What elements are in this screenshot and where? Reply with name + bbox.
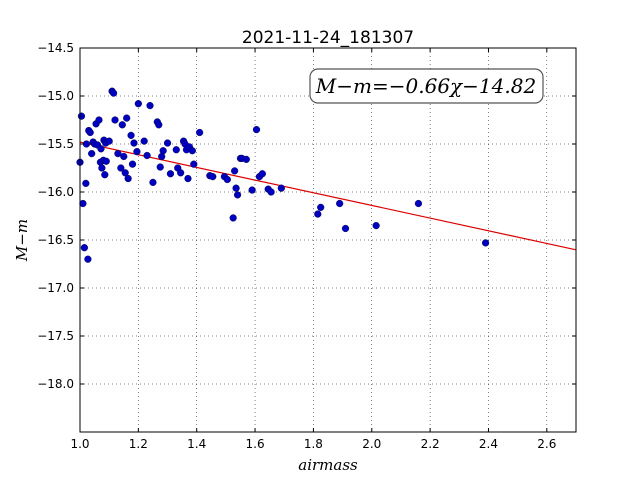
axis-ticks	[79, 47, 576, 432]
data-point	[172, 146, 180, 154]
data-point	[248, 186, 256, 194]
fit-equation-label: M−m=−0.66χ−14.82	[315, 74, 536, 98]
x-tick-label: 2.6	[537, 437, 556, 451]
data-point	[88, 150, 96, 158]
data-point	[209, 173, 217, 181]
x-tick-label: 2.2	[421, 437, 440, 451]
data-point	[188, 147, 196, 155]
data-point	[184, 174, 192, 183]
y-tick-label: −17.0	[37, 281, 74, 295]
x-tick-label: 1.4	[187, 437, 206, 451]
annotation-frame	[309, 68, 544, 104]
x-axis-label: airmass	[298, 456, 358, 474]
data-point	[101, 171, 109, 179]
data-point	[128, 160, 137, 168]
chart-title: 2021-11-24_181307	[242, 28, 414, 48]
data-point	[123, 114, 131, 122]
data-point	[127, 131, 135, 139]
y-tick-label: −15.0	[37, 89, 74, 103]
axis-tick-labels: 1.0 1.2 1.4 1.6 1.8 2.0 2.2 2.4 2.6 −14.5 −15.0 −15…	[37, 41, 556, 451]
x-tick-label: 1.8	[304, 437, 323, 451]
x-tick-label: 1.0	[70, 437, 89, 451]
data-point	[121, 169, 129, 177]
y-tick-label: −18.0	[37, 377, 74, 391]
y-tick-label: −14.5	[37, 41, 74, 55]
data-point	[109, 89, 118, 97]
y-axis-label: M−m	[13, 219, 31, 262]
data-point	[143, 151, 151, 160]
fit-line	[79, 141, 577, 251]
data-point	[190, 160, 198, 168]
data-point	[124, 174, 132, 183]
data-point	[267, 188, 275, 196]
data-point	[120, 152, 128, 161]
data-point	[82, 179, 90, 187]
y-tick-label: −17.5	[37, 329, 74, 343]
x-tick-label: 2.0	[362, 437, 381, 451]
data-point	[414, 199, 423, 208]
data-point	[114, 150, 122, 158]
x-tick-label: 1.2	[129, 437, 148, 451]
fit-line-group	[79, 141, 577, 251]
data-point	[196, 128, 204, 137]
data-point	[98, 164, 106, 172]
data-point	[146, 101, 154, 110]
data-point	[133, 148, 141, 156]
data-point	[341, 224, 350, 233]
data-point	[177, 169, 185, 177]
data-point	[314, 210, 322, 218]
data-point	[159, 147, 167, 155]
data-point	[149, 178, 157, 187]
data-point	[223, 175, 231, 184]
data-point	[481, 239, 490, 247]
data-point	[166, 170, 175, 178]
y-tick-label: −16.0	[37, 185, 74, 199]
x-tick-label: 2.4	[479, 437, 498, 451]
data-point	[258, 170, 266, 178]
data-point	[105, 137, 113, 145]
annotation-box: M−m=−0.66χ−14.82	[309, 68, 544, 104]
data-point	[118, 121, 126, 129]
data-point	[95, 116, 103, 124]
data-point	[140, 137, 148, 145]
y-tick-label: −16.5	[37, 233, 74, 247]
data-point	[233, 191, 242, 199]
data-point	[317, 203, 325, 211]
data-point	[156, 163, 164, 171]
data-point	[84, 255, 92, 263]
y-tick-label: −15.5	[37, 137, 74, 151]
data-points	[76, 87, 490, 263]
data-point	[102, 157, 110, 165]
data-point	[134, 100, 142, 108]
data-point	[336, 199, 344, 208]
data-point	[155, 121, 163, 129]
data-point	[77, 112, 86, 120]
data-point	[97, 145, 105, 153]
data-point	[163, 139, 172, 147]
data-point	[111, 116, 119, 124]
data-point	[277, 184, 285, 192]
x-tick-label: 1.6	[246, 437, 265, 451]
data-point	[372, 222, 380, 230]
data-point	[86, 128, 94, 137]
data-point	[82, 140, 91, 148]
data-point	[117, 164, 125, 172]
data-point	[231, 167, 239, 175]
data-point	[79, 199, 87, 208]
data-point	[80, 244, 88, 252]
data-point	[242, 155, 250, 163]
data-point	[229, 214, 237, 222]
data-point	[252, 126, 261, 134]
data-point	[232, 184, 240, 192]
data-point	[130, 139, 138, 147]
